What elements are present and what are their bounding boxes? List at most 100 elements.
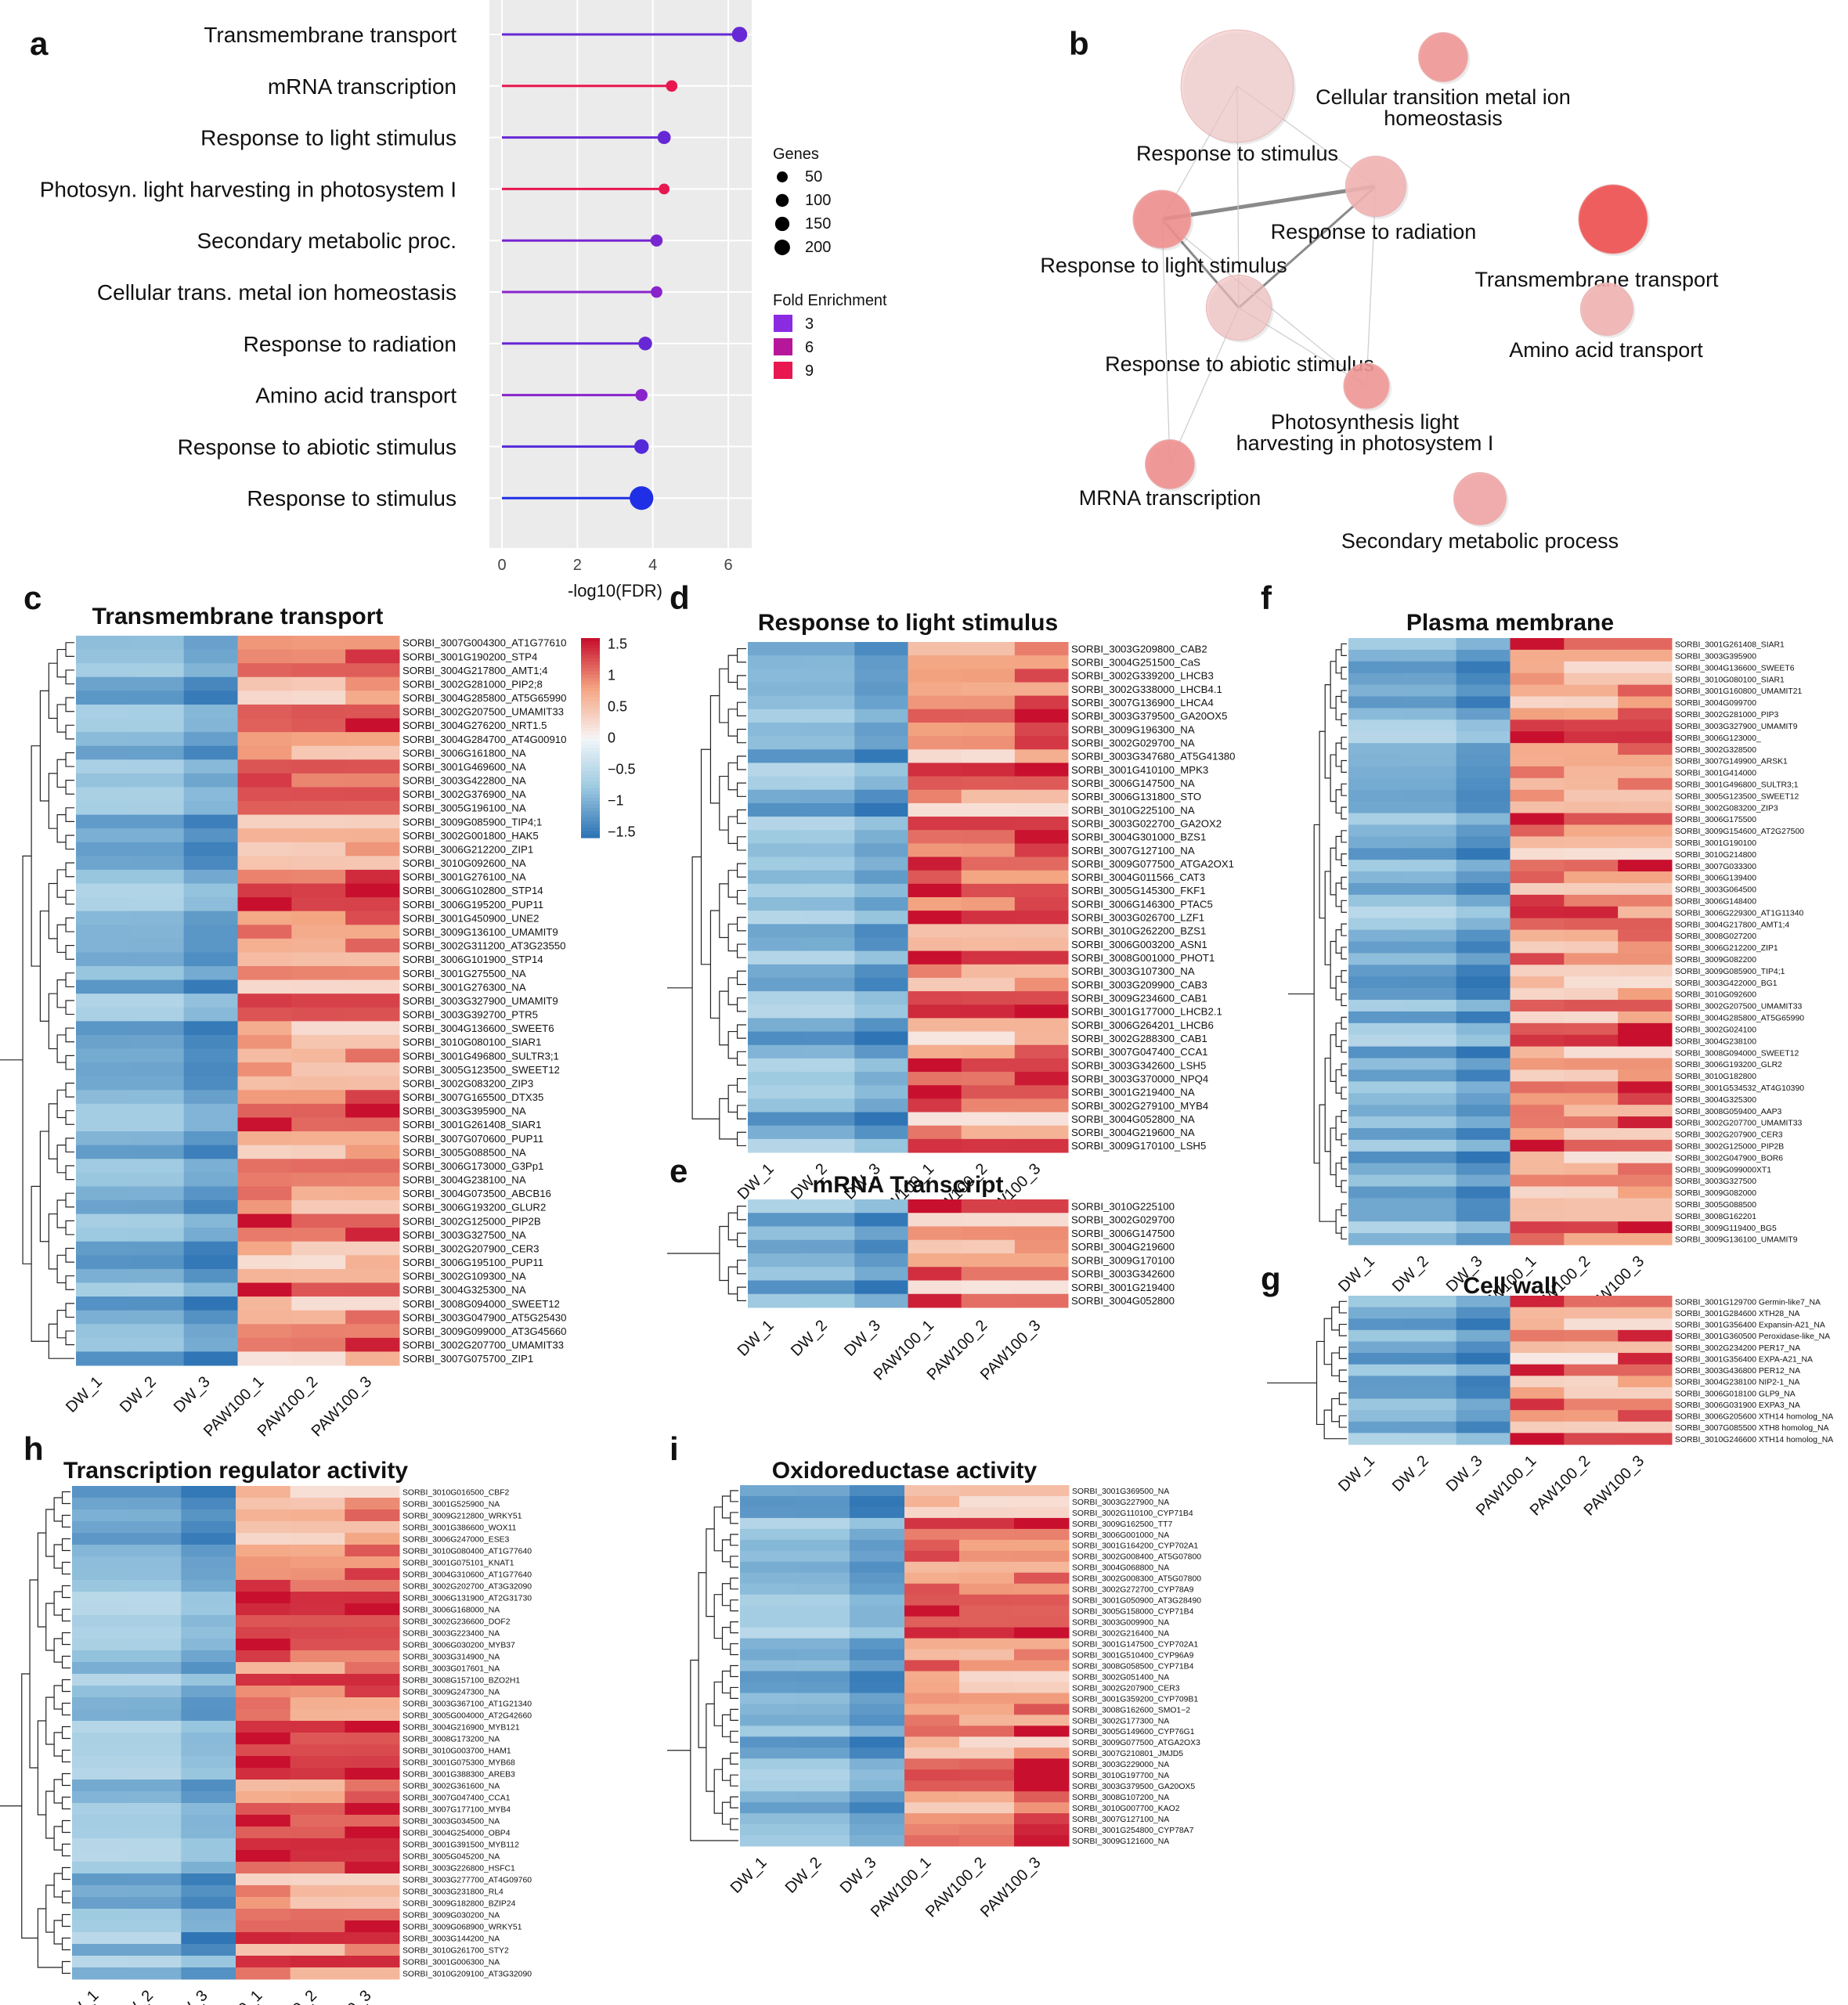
heatmap-row-label: SORBI_3002G339200_LHCB3 <box>1071 670 1214 682</box>
heatmap-row-label: SORBI_3009G154600_AT2G27500 <box>1675 828 1804 836</box>
heatmap-cell <box>345 1780 400 1792</box>
heatmap-cell <box>740 1780 796 1792</box>
heatmap-cell <box>854 1226 908 1241</box>
heatmap-cell <box>126 1920 182 1933</box>
heatmap-cell <box>904 1769 960 1781</box>
heatmap-row-label: SORBI_3001G391500_MYB112 <box>402 1841 519 1850</box>
heatmap-cell <box>908 695 962 710</box>
heatmap-cell <box>904 1561 960 1574</box>
heatmap-cell <box>76 1255 131 1270</box>
heatmap-cell <box>183 1186 238 1201</box>
heatmap-row-label: SORBI_3003G422800_NA <box>402 775 526 787</box>
heatmap-cell <box>129 1337 185 1352</box>
heatmap-cell <box>1618 684 1673 698</box>
heatmap-cell <box>76 787 131 802</box>
heatmap-cell <box>801 1112 855 1127</box>
heatmap-cell <box>1564 1364 1619 1376</box>
heatmap-cell <box>1402 777 1457 791</box>
heatmap-cell <box>850 1485 905 1497</box>
heatmap-cell <box>1402 1198 1457 1210</box>
heatmap-cell <box>1456 965 1511 977</box>
heatmap-cell <box>748 883 802 898</box>
heatmap-cell <box>1402 1127 1457 1141</box>
heatmap-cell <box>801 1044 855 1059</box>
heatmap-cell <box>345 1615 400 1628</box>
heatmap-cell <box>236 1627 291 1639</box>
heatmap-cell <box>345 704 400 719</box>
heatmap-row-label: SORBI_3003G017601_NA <box>402 1665 500 1674</box>
heatmap-cell <box>345 1007 400 1022</box>
dendrogram-branch <box>53 1685 63 1710</box>
heatmap-cell <box>181 1509 236 1522</box>
heatmap-cell <box>1348 731 1403 744</box>
heatmap-cell <box>959 1682 1015 1693</box>
dendrogram-branch <box>727 655 738 683</box>
panel-label-h: h <box>23 1430 44 1467</box>
heatmap-row-label: SORBI_3003G379500_GA20OX5 <box>1071 710 1227 722</box>
heatmap-cell <box>908 817 962 831</box>
heatmap-cell <box>291 1145 346 1159</box>
heatmap-row-label: SORBI_3004G301000_BZS1 <box>1071 831 1206 843</box>
heatmap-cell <box>1456 848 1511 860</box>
heatmap-cell <box>795 1693 850 1704</box>
dendrogram-branch <box>39 911 49 1022</box>
colorbar-segment <box>581 661 600 665</box>
heatmap-cell <box>291 1351 346 1366</box>
heatmap-cell <box>291 883 346 898</box>
heatmap-cell <box>748 1072 802 1086</box>
heatmap-cell <box>795 1517 850 1530</box>
heatmap-cell <box>183 649 238 664</box>
heatmap-cell <box>801 1253 855 1268</box>
heatmap-row-label: SORBI_3005G145300_FKF1 <box>1071 885 1206 896</box>
heatmap-cell <box>961 776 1016 791</box>
dendrogram-branch <box>1324 871 1331 965</box>
lollipop-point <box>666 80 678 92</box>
dendrogram-branch <box>53 1497 63 1522</box>
heatmap-row-label: SORBI_3006G139400 <box>1675 874 1756 883</box>
heatmap-cell <box>1618 976 1673 989</box>
heatmap-cell <box>183 938 238 953</box>
heatmap-cell <box>795 1791 850 1803</box>
heatmap-row-label: SORBI_3002G110100_CYP71B4 <box>1072 1509 1193 1518</box>
heatmap-cell <box>1510 1210 1565 1222</box>
heatmap-cell <box>1456 1116 1511 1129</box>
panel-label-a: a <box>30 25 49 62</box>
heatmap-cell <box>291 691 346 705</box>
heatmap-cell <box>795 1769 850 1781</box>
heatmap-cell <box>959 1780 1015 1792</box>
heatmap-cell <box>291 704 346 719</box>
heatmap-cell <box>1618 1221 1673 1234</box>
heatmap-cell <box>1510 824 1565 837</box>
heatmap-cell <box>801 897 855 911</box>
heatmap-cell <box>1402 1069 1457 1082</box>
heatmap-cell <box>1348 1186 1403 1199</box>
heatmap-cell <box>904 1747 960 1759</box>
colorbar-segment <box>581 777 600 782</box>
heatmap-cell <box>1348 1376 1403 1388</box>
heatmap-cell <box>129 1199 185 1215</box>
heatmap-cell <box>1618 1421 1673 1433</box>
heatmap-cell <box>961 937 1016 952</box>
heatmap-cell <box>1014 1072 1069 1086</box>
heatmap-cell <box>748 1031 802 1046</box>
dendrogram-branch <box>727 709 738 737</box>
heatmap-cell <box>1618 1410 1673 1423</box>
heatmap-cell <box>961 1213 1016 1227</box>
heatmap-cell <box>1510 1046 1565 1059</box>
heatmap-cell <box>237 925 292 939</box>
heatmap-cell <box>1014 1517 1070 1530</box>
heatmap-cell <box>291 718 346 733</box>
heatmap-cell <box>1014 1213 1069 1227</box>
heatmap-cell <box>904 1802 960 1814</box>
heatmap-cell <box>740 1736 796 1748</box>
heatmap-cell <box>908 883 962 898</box>
heatmap-cell <box>1564 1093 1619 1105</box>
heatmap-row-label: SORBI_3007G165500_DTX35 <box>402 1091 543 1103</box>
heatmap-cell <box>345 1873 400 1886</box>
heatmap-row-label: SORBI_3009G085900_TIP4;1 <box>1675 968 1785 976</box>
legend-genes-dot <box>774 240 790 255</box>
heatmap-row-label: SORBI_3004G068800_NA <box>1072 1564 1169 1573</box>
heatmap-cell <box>959 1485 1015 1497</box>
heatmap-cell <box>908 1213 962 1227</box>
heatmap-cell <box>1456 1046 1511 1059</box>
